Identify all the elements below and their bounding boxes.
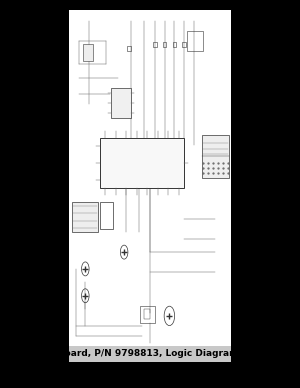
Bar (187, 31, 203, 51)
Bar (100, 138, 184, 188)
Bar (69, 346, 231, 362)
Text: Figure 7-5 IR Board, P/N 9798813, Logic Diagram (Sheet 2 of 2): Figure 7-5 IR Board, P/N 9798813, Logic … (0, 349, 300, 359)
Bar (202, 135, 229, 178)
Bar (111, 88, 130, 118)
Bar (153, 42, 157, 47)
Bar (182, 42, 186, 47)
Bar (69, 10, 231, 346)
Bar (127, 46, 130, 51)
Bar (163, 42, 166, 47)
Bar (172, 42, 176, 47)
Bar (83, 44, 93, 61)
Bar (100, 202, 113, 229)
Bar (143, 309, 150, 319)
Bar (72, 202, 98, 232)
Bar (140, 306, 155, 322)
